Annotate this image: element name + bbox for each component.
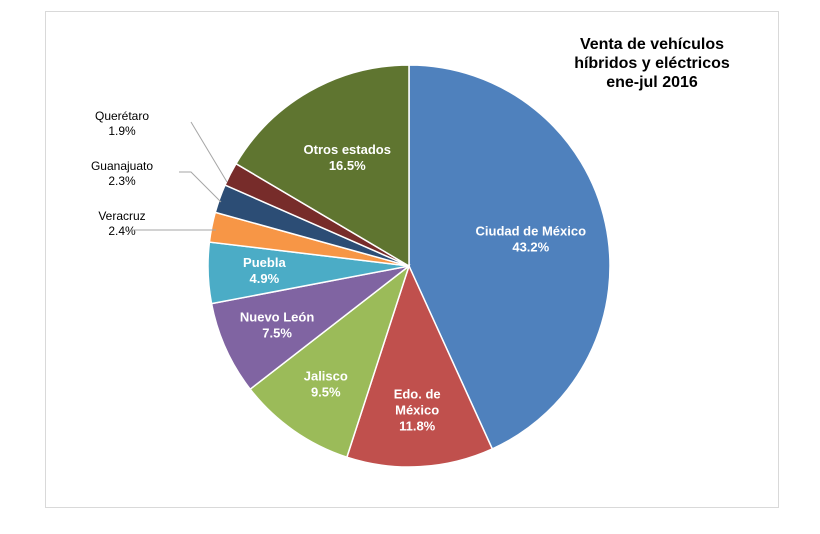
slice-label-otros-estados: Otros estados (304, 142, 391, 157)
slice-label-edo-de-mexico: Edo. de (394, 386, 441, 401)
slice-label-jalisco: Jalisco (304, 368, 348, 383)
pie-chart: Venta de vehículos híbridos y eléctricos… (91, 36, 730, 468)
slice-value-nuevo-leon: 7.5% (262, 326, 292, 341)
slice-value-otros-estados: 16.5% (329, 158, 366, 173)
slice-label-veracruz: Veracruz (98, 209, 145, 223)
chart-title-line-3: ene-jul 2016 (606, 74, 698, 91)
slice-value-ciudad-de-mexico: 43.2% (512, 240, 549, 255)
slice-label-guanajuato: Guanajuato (91, 159, 153, 173)
chart-title-line-1: Venta de vehículos (580, 36, 724, 53)
chart-frame: Venta de vehículos híbridos y eléctricos… (45, 11, 779, 508)
slice-value-veracruz: 2.4% (108, 224, 136, 238)
slice-jalisco (249, 263, 411, 459)
leader-line-guanajuato (179, 171, 222, 203)
slice-label-queretaro: Querétaro (95, 109, 149, 123)
slice-label-nuevo-leon: Nuevo León (240, 310, 314, 325)
slice-nuevo-leon (210, 265, 410, 391)
slice-value-edo-de-mexico: 11.8% (399, 418, 436, 433)
chart-title: Venta de vehículos híbridos y eléctricos… (574, 36, 730, 91)
slice-value-jalisco: 9.5% (311, 384, 341, 399)
slice-edo-de-mexico (345, 263, 494, 468)
pie-slices (207, 64, 611, 468)
slice-label-ciudad-de-mexico: Ciudad de México (476, 224, 587, 239)
slice-otros-estados (234, 64, 410, 268)
slice-value-queretaro: 1.9% (108, 124, 136, 138)
leader-line-queretaro (190, 121, 228, 183)
slice-value-puebla: 4.9% (250, 271, 280, 286)
slice-label-puebla: Puebla (243, 255, 286, 270)
chart-title-line-2: híbridos y eléctricos (574, 55, 730, 72)
slice-label-edo-de-mexico: México (395, 402, 439, 417)
slice-value-guanajuato: 2.3% (108, 174, 136, 188)
slice-ciudad-de-mexico (408, 64, 611, 450)
